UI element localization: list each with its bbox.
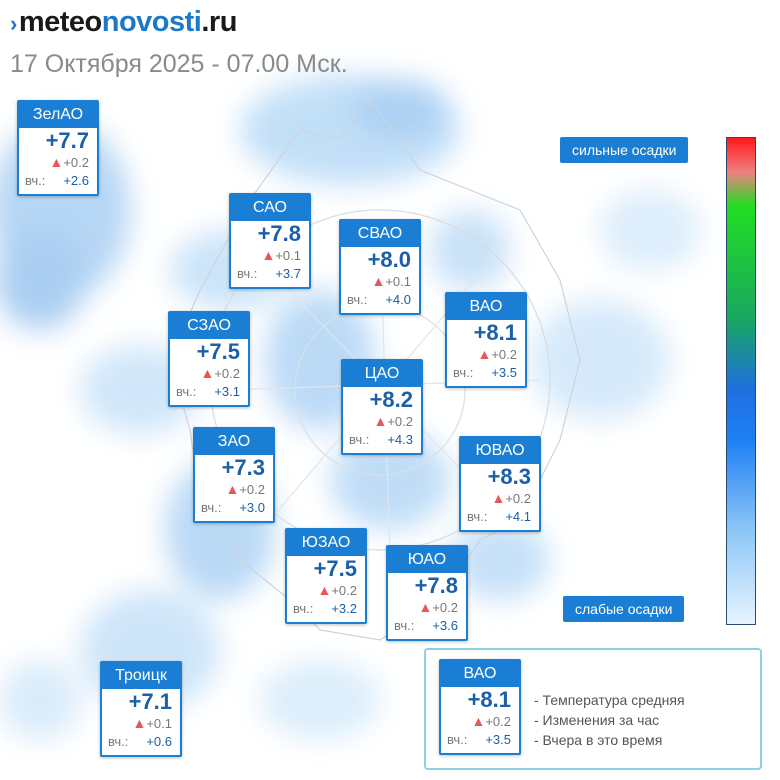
triangle-up-icon: ▲ bbox=[261, 247, 276, 263]
triangle-up-icon: ▲ bbox=[200, 365, 215, 381]
district-change: +0.2 bbox=[485, 714, 511, 729]
district-name: ЦАО bbox=[343, 361, 421, 387]
district-temp: +7.3 bbox=[221, 455, 265, 480]
district-yesterday: +3.5 bbox=[485, 732, 511, 747]
scale-label-light: слабые осадки bbox=[563, 596, 685, 622]
forecast-datetime: 17 Октября 2025 - 07.00 Мск. bbox=[10, 50, 348, 78]
district-name: ВАО bbox=[447, 294, 525, 320]
brand-text-prefix: meteo bbox=[18, 6, 102, 38]
district-name: СВАО bbox=[341, 221, 419, 247]
district-temp: +7.8 bbox=[257, 221, 301, 246]
brand-text-middle: novosti bbox=[101, 6, 202, 38]
yesterday-label: вч.: bbox=[176, 384, 197, 399]
district-yesterday: +4.3 bbox=[387, 432, 413, 447]
district-card-zao: ЗАО +7.3 ▲+0.2 вч.: +3.0 bbox=[193, 427, 275, 523]
district-card-yuzao: ЮЗАО +7.5 ▲+0.2 вч.: +3.2 bbox=[285, 528, 367, 624]
triangle-up-icon: ▲ bbox=[471, 713, 486, 729]
yesterday-label: вч.: bbox=[447, 732, 468, 747]
district-temp: +8.1 bbox=[467, 687, 511, 712]
district-change: +0.2 bbox=[331, 583, 357, 598]
district-yesterday: +2.6 bbox=[63, 173, 89, 188]
yesterday-label: вч.: bbox=[293, 601, 314, 616]
district-temp: +8.2 bbox=[369, 387, 413, 412]
district-yesterday: +3.5 bbox=[491, 365, 517, 380]
legend-sample-card: ВАО +8.1 ▲+0.2 вч.: +3.5 bbox=[439, 659, 521, 755]
yesterday-label: вч.: bbox=[453, 365, 474, 380]
district-change: +0.2 bbox=[239, 482, 265, 497]
site-logo[interactable]: ›meteonovosti.ru bbox=[10, 6, 237, 39]
logo-chevron-icon: › bbox=[10, 11, 17, 36]
yesterday-label: вч.: bbox=[108, 734, 129, 749]
district-card-vao: ВАО +8.1 ▲+0.2 вч.: +3.5 bbox=[445, 292, 527, 388]
district-name: Троицк bbox=[102, 663, 180, 689]
district-change: +0.2 bbox=[63, 155, 89, 170]
district-card-sao: САО +7.8 ▲+0.1 вч.: +3.7 bbox=[229, 193, 311, 289]
district-yesterday: +3.2 bbox=[331, 601, 357, 616]
district-card-svao: СВАО +8.0 ▲+0.1 вч.: +4.0 bbox=[339, 219, 421, 315]
yesterday-label: вч.: bbox=[201, 500, 222, 515]
yesterday-label: вч.: bbox=[349, 432, 370, 447]
district-yesterday: +3.0 bbox=[239, 500, 265, 515]
district-temp: +8.0 bbox=[367, 247, 411, 272]
yesterday-label: вч.: bbox=[25, 173, 46, 188]
yesterday-label: вч.: bbox=[394, 618, 415, 633]
triangle-up-icon: ▲ bbox=[317, 582, 332, 598]
triangle-up-icon: ▲ bbox=[49, 154, 64, 170]
district-change: +0.1 bbox=[146, 716, 172, 731]
district-change: +0.2 bbox=[432, 600, 458, 615]
district-card-troitsk: Троицк +7.1 ▲+0.1 вч.: +0.6 bbox=[100, 661, 182, 757]
district-name: ЮАО bbox=[388, 547, 466, 573]
legend-line-yesterday: - Вчера в это время bbox=[534, 732, 663, 748]
district-name: СЗАО bbox=[170, 313, 248, 339]
district-yesterday: +4.0 bbox=[385, 292, 411, 307]
district-temp: +7.8 bbox=[414, 573, 458, 598]
district-temp: +7.5 bbox=[313, 556, 357, 581]
district-card-zelao: ЗелАО +7.7 ▲+0.2 вч.: +2.6 bbox=[17, 100, 99, 196]
legend-line-change: - Изменения за час bbox=[534, 712, 660, 728]
triangle-up-icon: ▲ bbox=[225, 481, 240, 497]
district-name: ЗелАО bbox=[19, 102, 97, 128]
triangle-up-icon: ▲ bbox=[491, 490, 506, 506]
district-name: ЮВАО bbox=[461, 438, 539, 464]
district-yesterday: +3.1 bbox=[214, 384, 240, 399]
district-name: ВАО bbox=[441, 661, 519, 687]
scale-label-heavy: сильные осадки bbox=[560, 137, 689, 163]
district-card-yuao: ЮАО +7.8 ▲+0.2 вч.: +3.6 bbox=[386, 545, 468, 641]
yesterday-label: вч.: bbox=[347, 292, 368, 307]
district-change: +0.2 bbox=[505, 491, 531, 506]
district-yesterday: +3.6 bbox=[432, 618, 458, 633]
district-temp: +7.5 bbox=[196, 339, 240, 364]
precipitation-scale-bar bbox=[726, 137, 756, 625]
triangle-up-icon: ▲ bbox=[371, 273, 386, 289]
district-name: САО bbox=[231, 195, 309, 221]
district-card-yuvao: ЮВАО +8.3 ▲+0.2 вч.: +4.1 bbox=[459, 436, 541, 532]
yesterday-label: вч.: bbox=[237, 266, 258, 281]
legend-line-temperature: - Температура средняя bbox=[534, 692, 685, 708]
district-temp: +8.1 bbox=[473, 320, 517, 345]
district-change: +0.2 bbox=[387, 414, 413, 429]
triangle-up-icon: ▲ bbox=[418, 599, 433, 615]
yesterday-label: вч.: bbox=[467, 509, 488, 524]
triangle-up-icon: ▲ bbox=[477, 346, 492, 362]
district-temp: +7.1 bbox=[128, 689, 172, 714]
district-yesterday: +0.6 bbox=[146, 734, 172, 749]
district-change: +0.1 bbox=[275, 248, 301, 263]
district-name: ЮЗАО bbox=[287, 530, 365, 556]
district-change: +0.1 bbox=[385, 274, 411, 289]
district-yesterday: +3.7 bbox=[275, 266, 301, 281]
brand-text-suffix: .ru bbox=[201, 6, 237, 38]
district-temp: +8.3 bbox=[487, 464, 531, 489]
district-change: +0.2 bbox=[214, 366, 240, 381]
district-yesterday: +4.1 bbox=[505, 509, 531, 524]
district-card-szao: СЗАО +7.5 ▲+0.2 вч.: +3.1 bbox=[168, 311, 250, 407]
district-card-cao: ЦАО +8.2 ▲+0.2 вч.: +4.3 bbox=[341, 359, 423, 455]
legend-descriptions: - Температура средняя - Изменения за час… bbox=[534, 690, 685, 750]
triangle-up-icon: ▲ bbox=[132, 715, 147, 731]
district-temp: +7.7 bbox=[45, 128, 89, 153]
triangle-up-icon: ▲ bbox=[373, 413, 388, 429]
district-name: ЗАО bbox=[195, 429, 273, 455]
district-change: +0.2 bbox=[491, 347, 517, 362]
